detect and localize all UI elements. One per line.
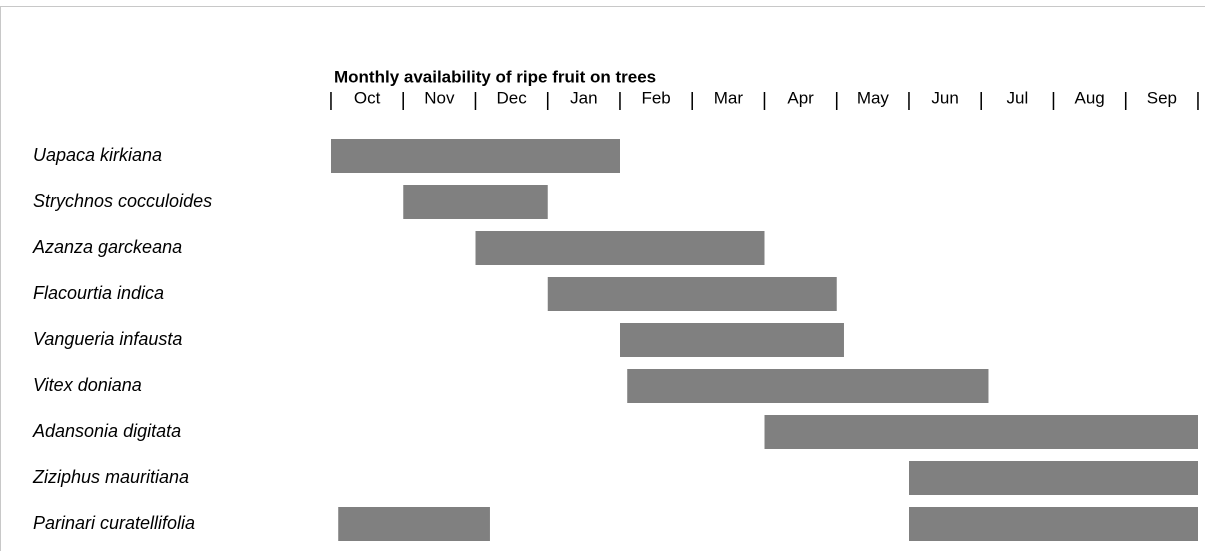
species-label: Azanza garckeana	[32, 237, 182, 257]
availability-bar	[331, 139, 620, 173]
month-label: Jun	[931, 88, 958, 107]
availability-bar	[476, 231, 765, 265]
species-label: Strychnos cocculoides	[33, 191, 212, 211]
species-label: Vangueria infausta	[33, 329, 182, 349]
availability-bar	[338, 507, 490, 541]
chart-title: Monthly availability of ripe fruit on tr…	[334, 67, 656, 86]
availability-bar	[620, 323, 844, 357]
month-separator: |	[329, 90, 334, 111]
month-label: Aug	[1075, 88, 1105, 107]
month-label: Nov	[424, 88, 455, 107]
month-separator: |	[1196, 90, 1201, 111]
species-label: Adansonia digitata	[32, 421, 181, 441]
month-separator: |	[690, 90, 695, 111]
month-label: Oct	[354, 88, 381, 107]
availability-bar	[548, 277, 837, 311]
availability-bar	[627, 369, 988, 403]
month-label: Dec	[497, 88, 528, 107]
month-label: Jan	[570, 88, 597, 107]
month-label: Jul	[1007, 88, 1029, 107]
species-label: Ziziphus mauritiana	[32, 467, 189, 487]
month-separator: |	[473, 90, 478, 111]
availability-bar	[765, 415, 1199, 449]
month-label: Apr	[787, 88, 814, 107]
month-separator: |	[834, 90, 839, 111]
month-separator: |	[979, 90, 984, 111]
month-label: Sep	[1147, 88, 1177, 107]
species-label: Parinari curatellifolia	[33, 513, 195, 533]
availability-bar	[909, 461, 1198, 495]
month-separator: |	[401, 90, 406, 111]
month-label: May	[857, 88, 890, 107]
availability-bar	[909, 507, 1198, 541]
month-label: Feb	[641, 88, 670, 107]
month-separator: |	[1123, 90, 1128, 111]
month-separator: |	[1051, 90, 1056, 111]
month-separator: |	[907, 90, 912, 111]
species-label: Vitex doniana	[33, 375, 142, 395]
species-label: Flacourtia indica	[33, 283, 164, 303]
month-separator: |	[545, 90, 550, 111]
availability-bar	[403, 185, 548, 219]
species-label: Uapaca kirkiana	[33, 145, 162, 165]
month-separator: |	[762, 90, 767, 111]
month-separator: |	[618, 90, 623, 111]
month-label: Mar	[714, 88, 744, 107]
